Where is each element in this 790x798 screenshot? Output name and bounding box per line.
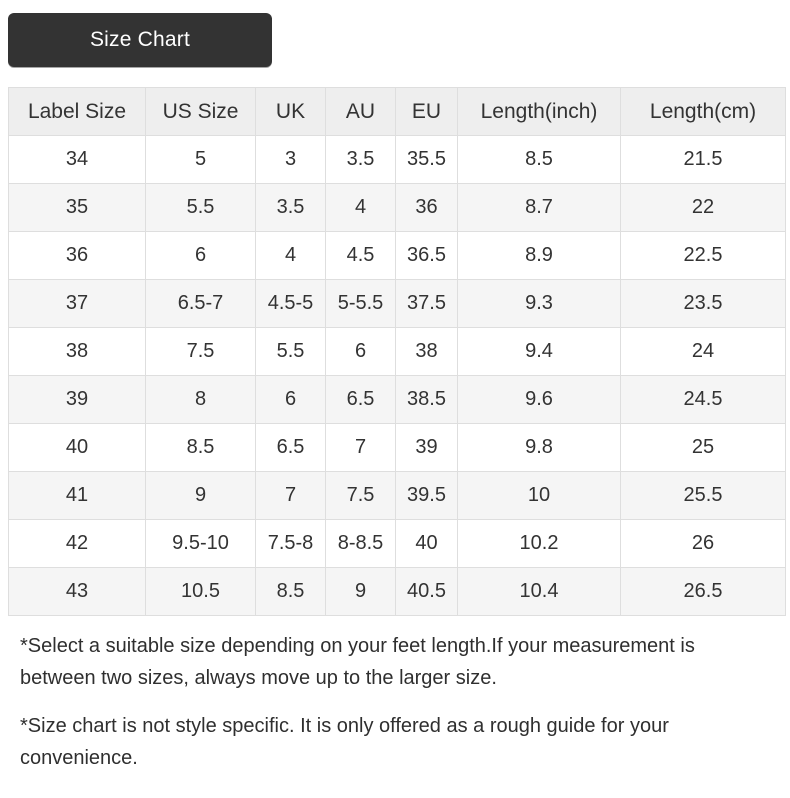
table-cell: 9 xyxy=(145,471,256,520)
table-row: 41 9 7 7.5 39.5 10 25.5 xyxy=(8,471,786,520)
table-row: 39 8 6 6.5 38.5 9.6 24.5 xyxy=(8,375,786,424)
table-cell: 5-5.5 xyxy=(325,279,396,328)
table-cell: 5.5 xyxy=(255,327,326,376)
table-cell: 6.5 xyxy=(255,423,326,472)
table-cell: 43 xyxy=(8,567,146,616)
table-cell: 22 xyxy=(620,183,786,232)
table-cell: 7.5 xyxy=(145,327,256,376)
table-cell: 38.5 xyxy=(395,375,458,424)
table-cell: 7 xyxy=(255,471,326,520)
table-cell: 10.5 xyxy=(145,567,256,616)
table-cell: 9.8 xyxy=(457,423,621,472)
table-cell: 26.5 xyxy=(620,567,786,616)
table-cell: 23.5 xyxy=(620,279,786,328)
table-row: 35 5.5 3.5 4 36 8.7 22 xyxy=(8,183,786,232)
table-cell: 24.5 xyxy=(620,375,786,424)
table-cell: 8.5 xyxy=(255,567,326,616)
table-cell: 9.5-10 xyxy=(145,519,256,568)
note-fit-guidance: *Select a suitable size depending on you… xyxy=(20,635,695,689)
table-cell: 3.5 xyxy=(255,183,326,232)
column-header: Label Size xyxy=(8,87,146,136)
table-row: 36 6 4 4.5 36.5 8.9 22.5 xyxy=(8,231,786,280)
table-cell: 5 xyxy=(145,135,256,184)
header-row: Label Size US Size UK AU EU Length(inch) Lengt… xyxy=(8,87,786,136)
table-cell: 38 xyxy=(395,327,458,376)
table-cell: 35 xyxy=(8,183,146,232)
table-cell: 6 xyxy=(325,327,396,376)
table-cell: 36.5 xyxy=(395,231,458,280)
table-cell: 7.5 xyxy=(325,471,396,520)
table-cell: 9 xyxy=(325,567,396,616)
table-cell: 8.5 xyxy=(457,135,621,184)
table-cell: 26 xyxy=(620,519,786,568)
table-cell: 37 xyxy=(8,279,146,328)
column-header: UK xyxy=(255,87,326,136)
table-cell: 35.5 xyxy=(395,135,458,184)
table-cell: 6.5-7 xyxy=(145,279,256,328)
table-row: 42 9.5-10 7.5-8 8-8.5 40 10.2 26 xyxy=(8,519,786,568)
table-cell: 38 xyxy=(8,327,146,376)
column-header: AU xyxy=(325,87,396,136)
table-cell: 39 xyxy=(8,375,146,424)
table-row: 37 6.5-7 4.5-5 5-5.5 37.5 9.3 23.5 xyxy=(8,279,786,328)
table-cell: 4.5 xyxy=(325,231,396,280)
table-cell: 8.9 xyxy=(457,231,621,280)
table-cell: 40 xyxy=(395,519,458,568)
table-cell: 22.5 xyxy=(620,231,786,280)
table-row: 43 10.5 8.5 9 40.5 10.4 26.5 xyxy=(8,567,786,616)
table-cell: 41 xyxy=(8,471,146,520)
footnotes: *Select a suitable size depending on you… xyxy=(20,630,772,774)
table-row: 40 8.5 6.5 7 39 9.8 25 xyxy=(8,423,786,472)
table-cell: 25 xyxy=(620,423,786,472)
table-cell: 3 xyxy=(255,135,326,184)
table-cell: 40.5 xyxy=(395,567,458,616)
table-cell: 36 xyxy=(395,183,458,232)
column-header: Length(inch) xyxy=(457,87,621,136)
column-header: EU xyxy=(395,87,458,136)
table-cell: 40 xyxy=(8,423,146,472)
table-row: 34 5 3 3.5 35.5 8.5 21.5 xyxy=(8,135,786,184)
table-cell: 8.7 xyxy=(457,183,621,232)
size-chart-title-label: Size Chart xyxy=(89,28,191,51)
size-chart-title-tab: Size Chart xyxy=(8,13,272,67)
table-cell: 24 xyxy=(620,327,786,376)
table-cell: 5.5 xyxy=(145,183,256,232)
size-table-body: 34 5 3 3.5 35.5 8.5 21.5 35 5.5 3.5 4 36 8.7 22 36 6 4 4.… xyxy=(8,135,786,616)
table-cell: 8 xyxy=(145,375,256,424)
table-cell: 39 xyxy=(395,423,458,472)
table-cell: 6 xyxy=(255,375,326,424)
note-style-disclaimer: *Size chart is not style specific. It is… xyxy=(20,715,669,769)
table-cell: 36 xyxy=(8,231,146,280)
table-cell: 10.4 xyxy=(457,567,621,616)
table-cell: 37.5 xyxy=(395,279,458,328)
table-cell: 8-8.5 xyxy=(325,519,396,568)
table-row: 38 7.5 5.5 6 38 9.4 24 xyxy=(8,327,786,376)
table-cell: 7 xyxy=(325,423,396,472)
table-cell: 34 xyxy=(8,135,146,184)
table-cell: 3.5 xyxy=(325,135,396,184)
table-cell: 10.2 xyxy=(457,519,621,568)
column-header: Length(cm) xyxy=(620,87,786,136)
table-cell: 9.3 xyxy=(457,279,621,328)
table-cell: 9.6 xyxy=(457,375,621,424)
table-cell: 10 xyxy=(457,471,621,520)
table-cell: 6.5 xyxy=(325,375,396,424)
table-cell: 4 xyxy=(255,231,326,280)
table-cell: 21.5 xyxy=(620,135,786,184)
table-cell: 9.4 xyxy=(457,327,621,376)
table-cell: 7.5-8 xyxy=(255,519,326,568)
table-cell: 6 xyxy=(145,231,256,280)
column-header: US Size xyxy=(145,87,256,136)
table-cell: 25.5 xyxy=(620,471,786,520)
table-cell: 4.5-5 xyxy=(255,279,326,328)
table-cell: 8.5 xyxy=(145,423,256,472)
table-cell: 39.5 xyxy=(395,471,458,520)
table-cell: 42 xyxy=(8,519,146,568)
size-table: Label Size US Size UK AU EU Length(inch) Lengt… xyxy=(8,87,786,616)
table-cell: 4 xyxy=(325,183,396,232)
